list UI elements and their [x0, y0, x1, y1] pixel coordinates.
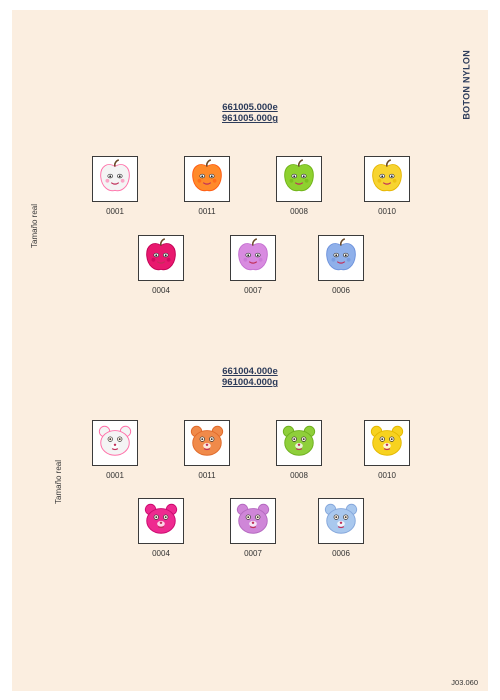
section-2-row2-swatch-0004: 0004: [136, 498, 186, 558]
section-2-size-label: Tamaño real: [54, 459, 63, 504]
section-1-code-a: 661005.000e: [222, 102, 278, 113]
section-2-row1-swatch-0001: 0001: [90, 420, 140, 480]
color-code-label: 0008: [290, 471, 308, 480]
color-code-label: 0010: [378, 207, 396, 216]
section-2-codes: 661004.000e 961004.000g: [12, 366, 488, 388]
button-image-frame: [318, 498, 364, 544]
section-1-codes: 661005.000e 961005.000g: [12, 102, 488, 124]
apple-face-button-icon: [322, 237, 360, 280]
button-image-frame: [138, 235, 184, 281]
color-code-label: 0008: [290, 207, 308, 216]
button-image-frame: [364, 156, 410, 202]
section-2-row1-swatch-0011: 0011: [182, 420, 232, 480]
section-2-code-a: 661004.000e: [222, 366, 278, 377]
bear-face-button-icon: [280, 422, 318, 465]
color-code-label: 0011: [198, 207, 216, 216]
section-1-row1-swatch-0001: 0001: [90, 156, 140, 216]
button-image-frame: [92, 420, 138, 466]
button-image-frame: [230, 498, 276, 544]
bear-face-button-icon: [234, 500, 272, 543]
apple-face-button-icon: [234, 237, 272, 280]
color-code-label: 0001: [106, 471, 124, 480]
apple-face-button-icon: [96, 158, 134, 201]
button-image-frame: [276, 156, 322, 202]
section-1-size-label: Tamaño real: [30, 203, 39, 248]
bear-face-button-icon: [142, 500, 180, 543]
section-1-row1-swatch-0010: 0010: [362, 156, 412, 216]
apple-face-button-icon: [142, 237, 180, 280]
color-code-label: 0007: [244, 549, 262, 558]
section-1-row2-swatch-0004: 0004: [136, 235, 186, 295]
page-number: J03.060: [451, 678, 478, 687]
apple-face-button-icon: [280, 158, 318, 201]
button-image-frame: [92, 156, 138, 202]
bear-face-button-icon: [368, 422, 406, 465]
button-image-frame: [184, 420, 230, 466]
bear-face-button-icon: [96, 422, 134, 465]
color-code-label: 0004: [152, 549, 170, 558]
color-code-label: 0011: [198, 471, 216, 480]
section-1-row2-swatch-0006: 0006: [316, 235, 366, 295]
section-2-row1-swatch-0008: 0008: [274, 420, 324, 480]
section-1-row1-swatch-0011: 0011: [182, 156, 232, 216]
bear-face-button-icon: [188, 422, 226, 465]
button-image-frame: [276, 420, 322, 466]
button-image-frame: [364, 420, 410, 466]
color-code-label: 0004: [152, 286, 170, 295]
catalog-page: BOTON NYLON 661005.000e 961005.000g Tama…: [12, 10, 488, 691]
apple-face-button-icon: [368, 158, 406, 201]
section-2-row1-swatch-0010: 0010: [362, 420, 412, 480]
section-2-code-b: 961004.000g: [222, 377, 278, 388]
color-code-label: 0007: [244, 286, 262, 295]
button-image-frame: [138, 498, 184, 544]
button-image-frame: [230, 235, 276, 281]
section-1-code-b: 961005.000g: [222, 113, 278, 124]
color-code-label: 0001: [106, 207, 124, 216]
bear-face-button-icon: [322, 500, 360, 543]
color-code-label: 0006: [332, 286, 350, 295]
section-1-row1-swatch-0008: 0008: [274, 156, 324, 216]
button-image-frame: [318, 235, 364, 281]
section-2-row2-swatch-0006: 0006: [316, 498, 366, 558]
color-code-label: 0010: [378, 471, 396, 480]
section-2-row2-swatch-0007: 0007: [228, 498, 278, 558]
apple-face-button-icon: [188, 158, 226, 201]
section-1-row2-swatch-0007: 0007: [228, 235, 278, 295]
color-code-label: 0006: [332, 549, 350, 558]
button-image-frame: [184, 156, 230, 202]
